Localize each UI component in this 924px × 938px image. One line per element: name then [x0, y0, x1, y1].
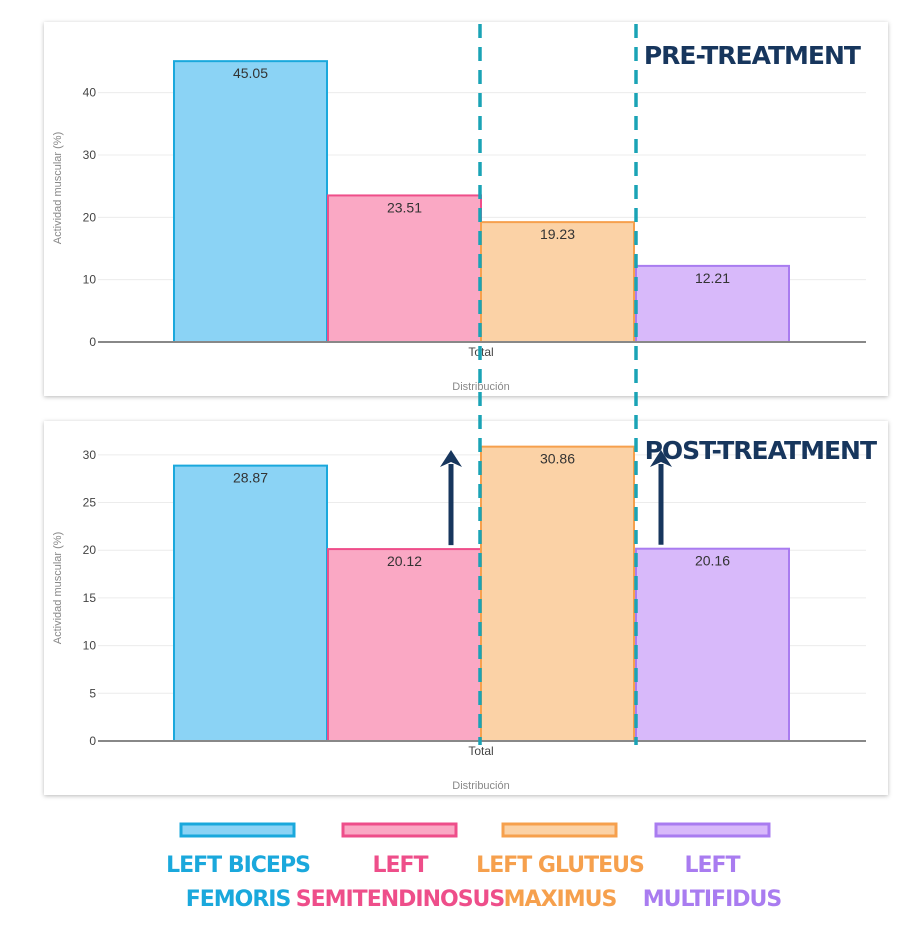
legend-label-line2: SEMITENDINOSUS — [296, 887, 505, 912]
legend-label-line1: LEFT BICEPS — [166, 853, 310, 878]
bar — [327, 194, 482, 343]
y-tick-label: 5 — [89, 686, 96, 700]
bar — [173, 60, 328, 344]
x-tick-label: Total — [468, 744, 493, 758]
bar-value-label: 20.12 — [387, 553, 422, 569]
legend-swatch — [341, 822, 458, 838]
y-tick-label: 0 — [89, 335, 96, 349]
bar-value-label: 12.21 — [695, 270, 730, 286]
comparison-dividers — [478, 24, 638, 745]
increase-arrows — [440, 450, 672, 546]
legend-swatch — [654, 822, 771, 838]
panel-title: POST-TREATMENT — [645, 436, 877, 465]
y-axis-ticks: 0 5 10 15 20 25 30 — [83, 448, 97, 748]
y-tick-label: 20 — [83, 210, 97, 224]
legend-label-line2: MAXIMUS — [504, 887, 617, 912]
y-axis-ticks: 0 10 20 30 40 — [83, 86, 97, 349]
bar-value-label: 28.87 — [233, 470, 268, 486]
bar-value-label: 19.23 — [540, 226, 575, 242]
y-tick-label: 10 — [83, 639, 97, 653]
legend-label-line1: LEFT GLUTEUS — [476, 853, 644, 878]
y-tick-label: 40 — [83, 86, 97, 100]
legend-item: LEFT GLUTEUS MAXIMUS — [476, 822, 645, 912]
legend-item: LEFT SEMITENDINOSUS — [296, 822, 505, 912]
legend-label-line1: LEFT — [684, 853, 740, 878]
legend-label-line2: MULTIFIDUS — [643, 887, 782, 912]
bars: 28.87 20.12 30.86 20.16 — [173, 445, 790, 743]
bar — [635, 547, 790, 742]
x-axis-title: Distribución — [452, 780, 509, 792]
bar-value-label: 30.86 — [540, 451, 575, 467]
legend-label-line1: LEFT — [372, 853, 428, 878]
bar — [327, 548, 482, 743]
x-axis-title: Distribución — [452, 381, 509, 393]
legend-swatch — [501, 822, 618, 838]
bar — [480, 445, 635, 742]
y-tick-label: 30 — [83, 148, 97, 162]
bar — [173, 464, 328, 742]
legend-swatch — [179, 822, 296, 838]
y-axis-title: Actividad muscular (%) — [52, 532, 64, 644]
bar — [635, 264, 790, 344]
y-tick-label: 10 — [83, 273, 97, 287]
y-tick-label: 30 — [83, 448, 97, 462]
legend-label-line2: FEMORIS — [186, 887, 291, 912]
y-axis-title: Actividad muscular (%) — [52, 132, 64, 244]
bar-value-label: 45.05 — [233, 65, 268, 81]
y-tick-label: 15 — [83, 591, 97, 605]
increase-arrow — [440, 450, 462, 546]
y-tick-label: 0 — [89, 734, 96, 748]
legend-item: LEFT BICEPS FEMORIS — [166, 822, 311, 912]
y-tick-label: 20 — [83, 543, 97, 557]
legend: LEFT BICEPS FEMORIS LEFT SEMITENDINOSUS … — [166, 822, 782, 912]
bar-value-label: 20.16 — [695, 553, 730, 569]
bar-value-label: 23.51 — [387, 199, 422, 215]
increase-arrow — [650, 450, 672, 545]
bars: 45.05 23.51 19.23 12.21 — [173, 60, 790, 344]
legend-item: LEFT MULTIFIDUS — [643, 822, 782, 912]
panel-title: PRE-TREATMENT — [644, 41, 861, 70]
y-tick-label: 25 — [83, 496, 97, 510]
